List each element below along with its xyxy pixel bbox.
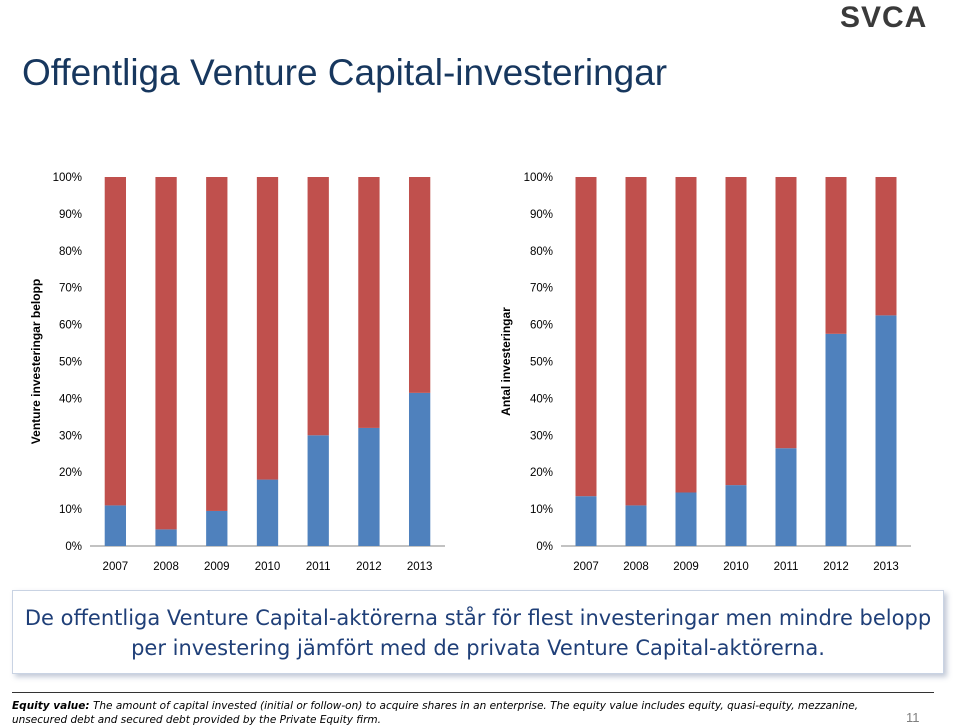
x-tick-label: 2010 (723, 561, 749, 573)
bar-segment-public (625, 505, 647, 546)
y-tick-label: 100% (53, 172, 82, 184)
y-tick-label: 90% (59, 209, 82, 221)
page-title: Offentliga Venture Capital-investeringar (22, 52, 668, 93)
y-tick-label: 90% (530, 209, 553, 221)
bar-segment-public (307, 435, 329, 546)
bar-segment-public (575, 496, 597, 546)
y-tick-label: 10% (530, 504, 553, 516)
y-tick-label: 20% (530, 467, 553, 479)
chart-venture-amount: Venture investeringar belopp 0% 10% 20% 30% 4… (29, 172, 445, 573)
x-tick-label: 2012 (356, 561, 382, 573)
x-tick-label: 2013 (407, 561, 433, 573)
bar-segment-private (206, 177, 228, 511)
y-tick-label: 40% (59, 393, 82, 405)
footnote-label: Equity value: (12, 700, 90, 712)
x-tick-label: 2010 (255, 561, 281, 573)
bar-segment-public (825, 333, 847, 546)
bar-segment-public (256, 479, 279, 546)
y-tick-label: 30% (59, 430, 82, 442)
bar-segment-public (408, 392, 431, 546)
footer-divider (12, 692, 934, 693)
y-tick-label: 0% (536, 541, 553, 553)
bar-segment-public (875, 315, 897, 546)
callout-line-2: per investering jämfört med de privata V… (131, 636, 825, 660)
bar-segment-public (155, 529, 177, 546)
bar-segment-private (725, 177, 747, 486)
footnote: Equity value: The amount of capital inve… (12, 699, 872, 727)
bar-segment-private (675, 177, 697, 493)
x-tick-label: 2008 (623, 561, 649, 573)
bar-segment-private (358, 177, 380, 428)
x-tick-label: 2007 (573, 561, 599, 573)
y-tick-label: 0% (65, 541, 82, 553)
bar-segment-public (725, 485, 747, 546)
x-tick-label: 2007 (103, 561, 129, 573)
y-tick-label: 30% (530, 430, 553, 442)
x-tick-label: 2009 (204, 561, 230, 573)
bar-segment-private (155, 177, 177, 530)
x-tick-label: 2011 (306, 561, 331, 573)
x-tick-label: 2013 (873, 561, 899, 573)
y-tick-label: 10% (59, 504, 82, 516)
y-tick-label: 40% (530, 393, 553, 405)
chart-number-of-investments: Antal investeringar 0% 10% 20% 30% 40% 50% 60% 7… (499, 172, 911, 573)
bar-segment-public (675, 492, 697, 546)
y-tick-label: 100% (524, 172, 553, 184)
bar-segment-public (206, 510, 228, 546)
x-tick-label: 2011 (774, 561, 799, 573)
svca-logo-text: SVCA (840, 2, 927, 30)
x-tick-label: 2009 (673, 561, 699, 573)
y-tick-label: 50% (59, 357, 82, 369)
y-tick-label: 70% (59, 283, 82, 295)
y-tick-label: 70% (530, 283, 553, 295)
y-tick-label: 80% (59, 246, 82, 258)
bar-segment-public (358, 427, 380, 546)
y-tick-label: 60% (530, 320, 553, 332)
y-tick-label: 80% (530, 246, 553, 258)
y-axis-title: Venture investeringar belopp (29, 279, 43, 444)
x-tick-label: 2012 (823, 561, 849, 573)
callout-box: De offentliga Venture Capital-aktörerna … (12, 590, 944, 674)
bar-segment-private (256, 177, 279, 480)
y-tick-label: 20% (59, 467, 82, 479)
svca-logo: SVCA (840, 2, 927, 30)
bar-segment-private (104, 177, 127, 506)
y-axis-title: Antal investeringar (499, 307, 513, 416)
callout-line-1: De offentliga Venture Capital-aktörerna … (24, 606, 932, 630)
bar-segment-public (104, 505, 127, 546)
footnote-text: The amount of capital invested (initial … (12, 700, 859, 726)
bar-segment-public (775, 448, 797, 546)
page-number: 11 (906, 710, 920, 725)
y-tick-label: 50% (530, 357, 553, 369)
bar-segment-private (408, 177, 431, 393)
bar-segment-private (875, 177, 897, 316)
bar-segment-private (625, 177, 647, 506)
bar-segment-private (825, 177, 847, 334)
x-tick-label: 2008 (153, 561, 179, 573)
bar-segment-private (307, 177, 329, 436)
bar-segment-private (775, 177, 797, 449)
bar-segment-private (575, 177, 597, 497)
y-tick-label: 60% (59, 320, 82, 332)
